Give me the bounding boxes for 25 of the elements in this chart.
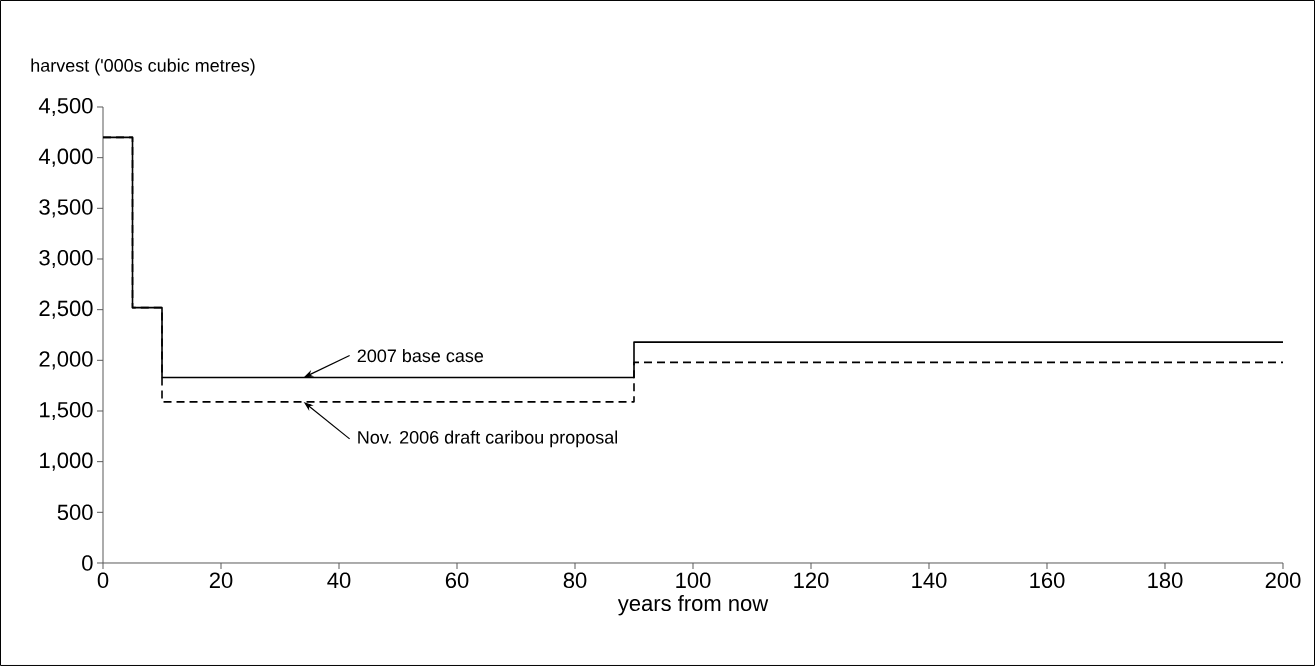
y-tick-label: 1,500 xyxy=(40,401,93,421)
y-tick-label: 3,000 xyxy=(39,249,93,269)
x-tick-label: 80 xyxy=(563,572,587,589)
x-tick-label: 100 xyxy=(676,572,711,589)
y-tick-label: 3,500 xyxy=(39,199,93,218)
y-tick-label: 2,500 xyxy=(39,300,93,319)
annotation: 2007 base case xyxy=(357,348,484,363)
x-tick-label: 120 xyxy=(794,572,829,589)
y-tick-label: 1,000 xyxy=(40,452,93,471)
annotation: Nov. 2006 draft caribou proposal xyxy=(358,430,618,448)
x-tick-label: 0 xyxy=(97,572,109,589)
y-tick-label: 0 xyxy=(82,555,93,571)
y-tick-label: 4,500 xyxy=(38,97,93,117)
x-tick-label: 160 xyxy=(1030,572,1065,589)
y-tick-label: 500 xyxy=(57,504,93,521)
y-tick-label: 4,000 xyxy=(38,148,93,167)
x-axis-title: years from now xyxy=(617,594,769,616)
y-axis-title: harvest ('000s cubic metres) xyxy=(31,58,255,76)
x-tick-label: 140 xyxy=(912,572,947,589)
x-tick-label: 180 xyxy=(1148,572,1183,589)
x-tick-label: 20 xyxy=(209,572,233,589)
x-tick-label: 40 xyxy=(327,572,351,589)
x-tick-label: 60 xyxy=(445,572,469,589)
x-tick-label: 200 xyxy=(1265,572,1301,589)
y-tick-label: 2,000 xyxy=(39,351,93,370)
